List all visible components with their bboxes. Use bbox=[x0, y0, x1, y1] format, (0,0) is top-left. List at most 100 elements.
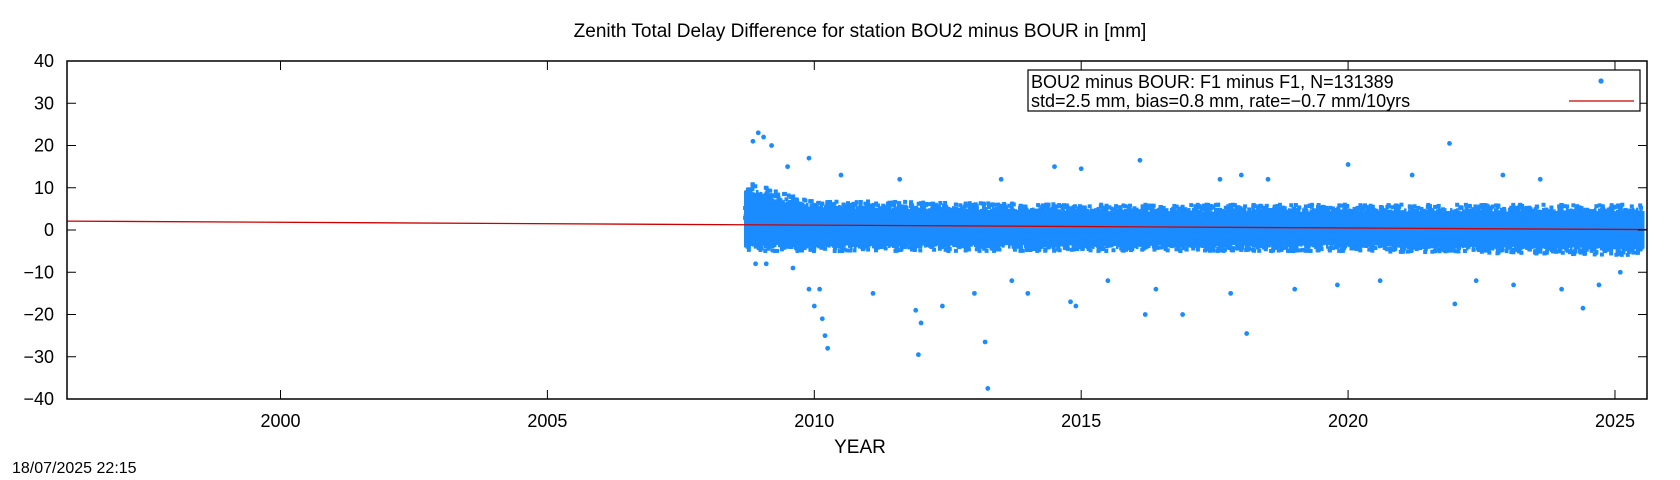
data-point bbox=[1144, 205, 1149, 210]
data-point-core bbox=[854, 208, 857, 249]
data-point bbox=[1573, 249, 1578, 254]
data-point bbox=[1577, 205, 1582, 210]
data-point bbox=[1357, 206, 1362, 211]
data-point bbox=[1088, 248, 1093, 253]
data-point-core bbox=[1476, 208, 1479, 248]
data-point bbox=[1193, 204, 1198, 209]
data-point bbox=[1618, 205, 1623, 210]
data-point-core bbox=[1364, 210, 1367, 248]
data-point-core bbox=[826, 207, 829, 248]
data-point-core bbox=[1058, 210, 1061, 248]
data-point bbox=[1565, 248, 1570, 253]
data-point-core bbox=[874, 207, 877, 249]
data-point bbox=[945, 242, 950, 247]
data-point bbox=[1487, 208, 1492, 213]
data-point-core bbox=[1124, 208, 1127, 248]
data-point bbox=[1099, 246, 1104, 251]
data-point-core bbox=[1072, 207, 1075, 249]
data-point bbox=[1277, 202, 1282, 207]
data-point bbox=[919, 203, 924, 208]
data-point-outlier bbox=[1265, 176, 1271, 182]
data-point bbox=[1161, 206, 1166, 211]
data-point bbox=[1096, 247, 1101, 252]
data-point-core bbox=[1062, 208, 1065, 247]
data-point-core bbox=[1156, 208, 1159, 247]
data-point-core bbox=[1264, 211, 1267, 246]
data-point bbox=[1174, 247, 1179, 252]
data-point-core bbox=[1224, 210, 1227, 248]
data-point-core bbox=[1626, 208, 1629, 249]
data-point bbox=[1289, 203, 1294, 208]
data-point bbox=[1557, 209, 1562, 214]
data-point bbox=[1558, 206, 1563, 211]
data-point bbox=[1447, 248, 1452, 253]
data-point bbox=[871, 202, 876, 207]
data-point bbox=[1418, 246, 1423, 251]
data-point bbox=[1378, 205, 1383, 210]
y-tick-label: 40 bbox=[34, 51, 54, 71]
data-point bbox=[930, 205, 935, 210]
y-tick-label: 10 bbox=[34, 178, 54, 198]
data-point-outlier bbox=[982, 339, 988, 345]
data-point bbox=[937, 246, 942, 251]
data-point-outlier bbox=[1217, 176, 1223, 182]
data-point bbox=[808, 199, 813, 204]
data-point-core bbox=[1008, 209, 1011, 249]
data-point-core bbox=[768, 196, 771, 248]
data-point-core bbox=[908, 209, 911, 246]
data-point-core bbox=[994, 209, 997, 247]
data-point-core bbox=[1496, 208, 1499, 247]
data-point-core bbox=[1044, 211, 1047, 248]
data-point bbox=[1259, 204, 1264, 209]
data-point bbox=[1401, 249, 1406, 254]
data-point bbox=[1024, 246, 1029, 251]
data-point-core bbox=[900, 205, 903, 248]
data-point bbox=[858, 199, 863, 204]
data-point-core bbox=[796, 201, 799, 246]
data-point bbox=[1455, 202, 1460, 207]
data-point-core bbox=[772, 199, 775, 249]
data-point-core bbox=[1016, 210, 1019, 247]
data-point-core bbox=[1400, 211, 1403, 247]
data-point bbox=[1060, 204, 1065, 209]
data-point-core bbox=[1094, 208, 1097, 247]
data-point-core bbox=[876, 208, 879, 248]
data-point bbox=[784, 197, 789, 202]
data-point bbox=[1639, 205, 1644, 210]
data-point-core bbox=[1308, 211, 1311, 248]
data-point bbox=[930, 202, 935, 207]
data-point bbox=[1244, 248, 1249, 253]
data-point-core bbox=[1146, 209, 1149, 249]
data-point-core bbox=[968, 207, 971, 249]
data-point-core bbox=[940, 207, 943, 247]
data-point bbox=[845, 248, 850, 253]
data-point bbox=[1341, 246, 1346, 251]
data-point bbox=[1327, 248, 1332, 253]
data-point-core bbox=[1036, 210, 1039, 248]
data-point-core bbox=[916, 207, 919, 249]
legend: BOU2 minus BOUR: F1 minus F1, N=131389 s… bbox=[1027, 69, 1641, 112]
data-point-core bbox=[1374, 209, 1377, 246]
data-point bbox=[903, 204, 908, 209]
data-point bbox=[1011, 202, 1016, 207]
data-point-core bbox=[862, 208, 865, 245]
fit-line-group bbox=[66, 220, 1648, 231]
data-point bbox=[1052, 248, 1057, 253]
data-point bbox=[1390, 205, 1395, 210]
data-point bbox=[1399, 202, 1404, 207]
data-point bbox=[1019, 245, 1024, 250]
data-point-core bbox=[966, 208, 969, 247]
data-point bbox=[1331, 246, 1336, 251]
data-point bbox=[1232, 203, 1237, 208]
data-point bbox=[1623, 207, 1628, 212]
data-point-core bbox=[1412, 210, 1415, 250]
data-point-core bbox=[1590, 211, 1593, 250]
data-point bbox=[1235, 246, 1240, 251]
data-point bbox=[1101, 246, 1106, 251]
data-point-core bbox=[1560, 210, 1563, 250]
data-point bbox=[963, 248, 968, 253]
data-point bbox=[958, 203, 963, 208]
data-point-core bbox=[1640, 209, 1643, 252]
data-point-core bbox=[1050, 209, 1053, 245]
data-point-core bbox=[842, 206, 845, 249]
